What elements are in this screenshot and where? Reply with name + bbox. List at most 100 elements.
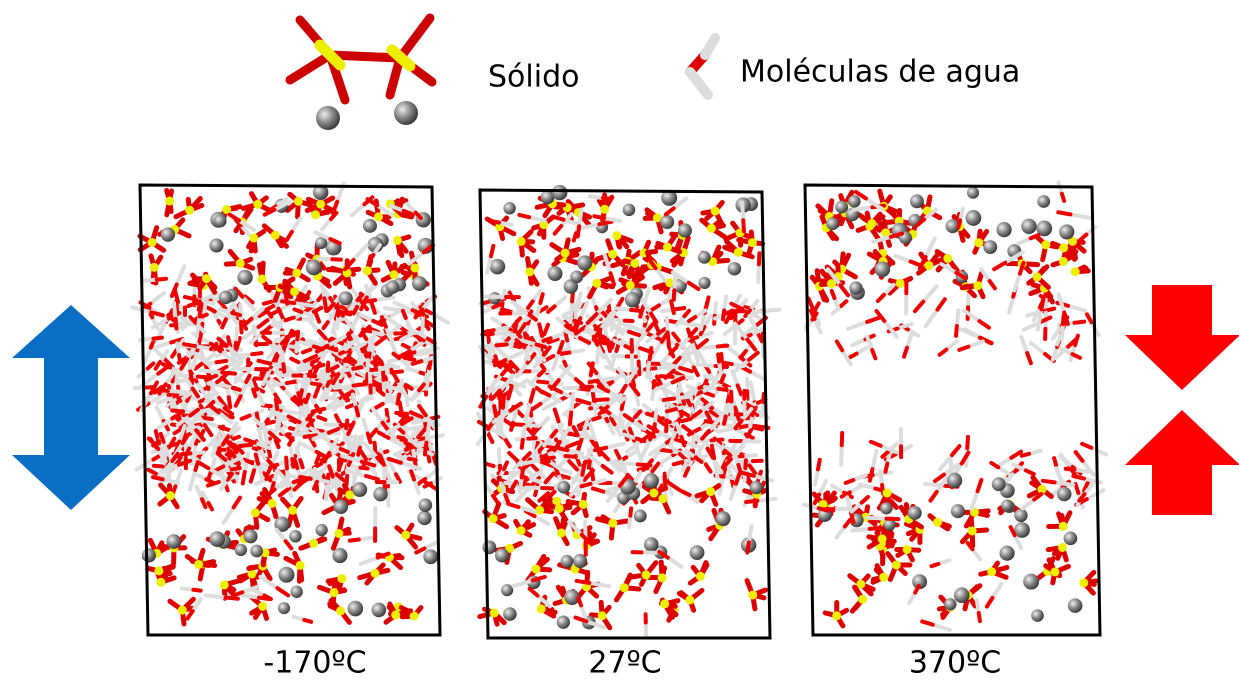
solid-s xyxy=(374,212,383,221)
grey-atom xyxy=(1064,531,1078,545)
water-h xyxy=(1070,214,1089,217)
water-o xyxy=(654,424,655,433)
water-o xyxy=(264,422,274,424)
solid-s xyxy=(517,237,526,246)
water-h xyxy=(668,558,682,567)
water-o xyxy=(286,541,292,548)
solid-s xyxy=(663,243,672,252)
water-o xyxy=(674,462,683,464)
water-h xyxy=(703,347,718,348)
water-h xyxy=(836,527,844,538)
water-o xyxy=(931,492,937,501)
figure: Sólido Moléculas de agua -170ºC27ºC370ºC xyxy=(0,0,1239,684)
water-o xyxy=(533,466,539,472)
water-h xyxy=(487,256,491,272)
water-h xyxy=(520,478,522,492)
grey-atom xyxy=(557,481,570,494)
grey-atom xyxy=(552,185,567,200)
water-h xyxy=(674,275,675,290)
water-h xyxy=(618,463,638,465)
water-o xyxy=(593,488,603,491)
water-o xyxy=(577,581,590,583)
grey-atom xyxy=(1057,487,1071,501)
water-o xyxy=(263,337,270,343)
solid-s xyxy=(154,566,163,575)
water-o xyxy=(741,351,745,357)
water-o xyxy=(403,311,406,318)
water-o xyxy=(743,220,744,231)
solid-s xyxy=(896,279,905,288)
solid-s xyxy=(557,528,566,537)
water-o xyxy=(236,396,241,406)
water-o xyxy=(356,407,358,415)
water-o xyxy=(153,477,163,479)
water-h xyxy=(177,266,185,284)
solid-s xyxy=(517,526,526,535)
water-o xyxy=(528,301,533,308)
water-o xyxy=(595,448,606,451)
water-o xyxy=(952,446,959,455)
solid-s xyxy=(974,238,983,247)
water-o xyxy=(648,324,653,330)
solid-s xyxy=(334,529,343,538)
grey-atom xyxy=(835,201,848,214)
water-h xyxy=(414,480,419,493)
panel-label: 27ºC xyxy=(588,646,661,681)
grey-atom xyxy=(954,587,970,603)
water-o xyxy=(292,459,293,467)
water-o xyxy=(255,378,264,379)
water-o xyxy=(818,460,820,470)
solid-s xyxy=(987,567,996,576)
water-o xyxy=(503,397,504,408)
water-o xyxy=(232,468,240,469)
water-o xyxy=(590,381,599,383)
solid-s xyxy=(202,274,211,283)
water-o xyxy=(403,352,415,354)
solid-s xyxy=(178,606,187,615)
water-o xyxy=(673,334,678,341)
solid-s xyxy=(194,560,203,569)
solid-s xyxy=(1059,522,1068,531)
water-o xyxy=(528,438,535,439)
water-h xyxy=(359,538,373,540)
water-h xyxy=(968,341,983,346)
water-o xyxy=(406,447,413,450)
water-o xyxy=(651,314,657,323)
solid-s xyxy=(734,248,743,257)
grey-atom xyxy=(910,194,924,208)
solid-s xyxy=(1058,543,1067,552)
water-o xyxy=(514,424,524,425)
expand-arrow xyxy=(12,305,130,510)
panels: -170ºC27ºC370ºC xyxy=(132,182,1106,680)
water-h xyxy=(674,396,691,398)
water-o xyxy=(574,321,581,323)
solid-s xyxy=(258,602,267,611)
water-o xyxy=(154,466,163,467)
grey-atom xyxy=(214,215,227,228)
grey-atom xyxy=(908,506,922,520)
water-h xyxy=(518,507,535,512)
water-o xyxy=(347,476,348,485)
water-o xyxy=(747,542,749,552)
grey-atom xyxy=(644,473,659,488)
water-o xyxy=(625,415,633,420)
water-o xyxy=(749,465,755,473)
grey-atom xyxy=(1001,500,1013,512)
water-h xyxy=(732,371,737,385)
water-o xyxy=(561,353,570,354)
solid-s xyxy=(165,197,174,206)
water-h xyxy=(1031,343,1045,354)
solid-s xyxy=(220,580,229,589)
grey-atom xyxy=(290,586,302,598)
water-h xyxy=(506,352,523,360)
water-o xyxy=(364,300,376,302)
grey-atom xyxy=(848,195,860,207)
water-o xyxy=(840,285,848,295)
water-o xyxy=(488,331,489,342)
water-h xyxy=(292,219,300,232)
water-o xyxy=(537,388,543,392)
solid-s xyxy=(878,534,887,543)
water-o xyxy=(596,399,607,400)
solid-s xyxy=(924,261,933,270)
water-o xyxy=(937,299,944,309)
